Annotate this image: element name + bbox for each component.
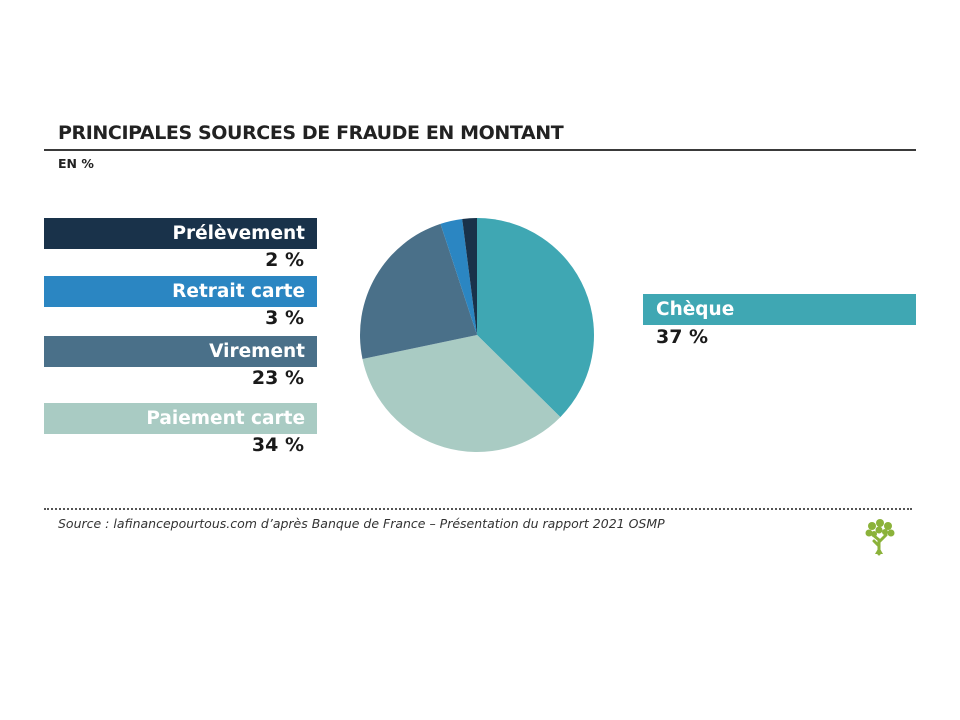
pie-slice-virement	[360, 223, 477, 359]
pie-slice-paiement-carte	[362, 335, 561, 452]
value-retrait-carte: 3 %	[265, 307, 304, 329]
pie-slice-ch-que	[477, 218, 594, 418]
source-note: Source : lafinancepourtous.com d’après B…	[58, 516, 665, 531]
value-virement: 23 %	[251, 367, 304, 389]
title-divider	[44, 149, 916, 151]
label-paiement-carte: Paiement carte	[44, 403, 317, 434]
label-retrait-carte: Retrait carte	[44, 276, 317, 307]
chart-title: PRINCIPALES SOURCES DE FRAUDE EN MONTANT	[58, 122, 564, 144]
chart-subtitle: EN %	[58, 156, 94, 171]
value-prelevement: 2 %	[265, 249, 304, 271]
label-prelevement: Prélèvement	[44, 218, 317, 249]
footer-divider	[44, 508, 912, 510]
value-cheque: 37 %	[656, 326, 709, 348]
value-paiement-carte: 34 %	[251, 434, 304, 456]
label-cheque: Chèque	[643, 294, 916, 325]
label-virement: Virement	[44, 336, 317, 367]
tree-logo-icon	[865, 519, 895, 556]
pie-slice-pr-l-vement	[462, 218, 477, 335]
pie-slice-retrait-carte	[440, 218, 477, 335]
